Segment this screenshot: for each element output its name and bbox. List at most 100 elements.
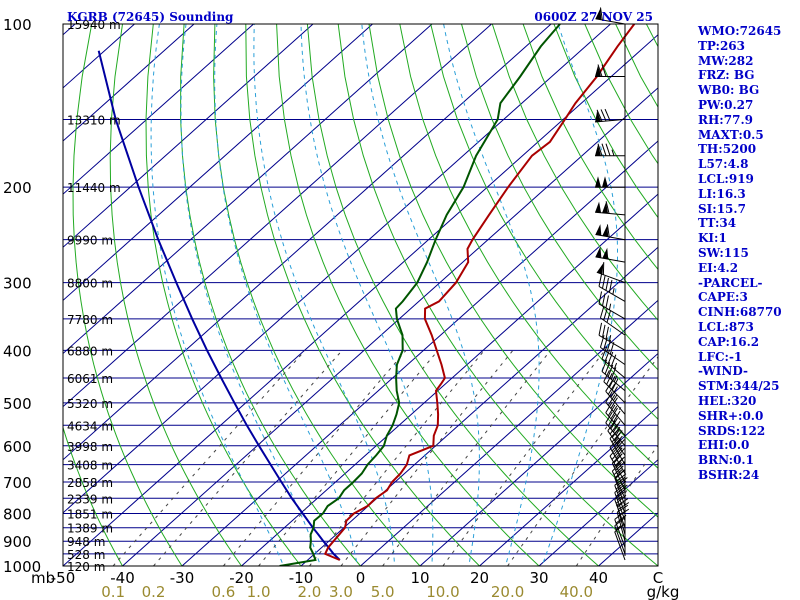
dry-adiabat-line — [368, 24, 658, 518]
mixing-ratio-label: 0.2 — [142, 583, 166, 600]
wind-barb — [595, 143, 625, 157]
index-item: PW:0.27 — [698, 97, 754, 112]
index-item: CAPE:3 — [698, 290, 748, 305]
temperature-trace — [323, 24, 636, 561]
wind-barb — [599, 335, 626, 366]
pressure-unit-label: mb — [31, 569, 55, 587]
index-item: LCL:919 — [698, 171, 754, 186]
isotherm-line — [63, 24, 611, 514]
height-label: 1389 m — [67, 522, 113, 536]
moist-adiabat-line — [300, 24, 434, 566]
index-item: CAP:16.2 — [698, 334, 760, 349]
wind-barb — [616, 504, 630, 542]
isotherm-line — [360, 299, 658, 566]
mixing-ratio-line — [112, 349, 306, 566]
height-label: 3998 m — [67, 440, 113, 454]
index-item: LCL:873 — [698, 319, 754, 334]
wind-barb — [605, 380, 626, 415]
index-item: LI:16.3 — [698, 186, 746, 201]
dry-adiabat-line — [276, 24, 540, 566]
temperature-tick-label: C — [653, 569, 663, 587]
temperature-tick-label: -10 — [289, 569, 314, 587]
mixing-ratio-label: 0.6 — [211, 583, 235, 600]
wind-barb — [595, 176, 625, 188]
wind-barb — [595, 201, 626, 216]
height-label: 13310 m — [67, 113, 121, 127]
wind-barb — [595, 224, 626, 241]
index-item: MAXT:0.5 — [698, 127, 764, 142]
dry-adiabat-line — [337, 24, 658, 566]
mixing-ratio-line — [442, 349, 606, 566]
index-item: FRZ: BG — [698, 68, 755, 83]
grid-layer — [63, 24, 658, 566]
pressure-label: 400 — [3, 342, 32, 360]
index-item: MW:282 — [698, 53, 754, 68]
mixing-ratio-line — [223, 349, 407, 566]
mixing-ratio-line — [340, 349, 514, 566]
mixing-ratio-label: 3.0 — [329, 583, 353, 600]
wind-barb — [611, 454, 626, 491]
index-item: CINH:68770 — [698, 305, 782, 320]
index-item: SHR+:0.0 — [698, 408, 764, 423]
height-label: 948 m — [67, 535, 105, 549]
moist-adiabat-line — [150, 24, 285, 566]
wind-barb — [616, 498, 630, 535]
moist-adiabat-line — [541, 24, 618, 566]
isotherm-line — [63, 24, 433, 355]
isotherm-line — [63, 24, 492, 408]
mixing-ratio-line — [258, 349, 439, 566]
wind-barb — [595, 108, 626, 123]
mixing-ratio-line — [507, 356, 658, 566]
height-label: 120 m — [67, 560, 105, 574]
height-label: 2339 m — [67, 492, 113, 506]
isotherm-line — [63, 34, 658, 566]
mixing-ratio-label: 5.0 — [371, 583, 395, 600]
index-item: TP:263 — [698, 38, 746, 53]
index-item: BSHR:24 — [698, 467, 760, 482]
pressure-label: 1000 — [3, 558, 41, 576]
isotherm-line — [419, 352, 658, 566]
index-item: BRN:0.1 — [698, 453, 754, 468]
mixing-ratio-label: 20.0 — [491, 583, 524, 600]
index-item: SW:115 — [698, 245, 749, 260]
mixing-ratio-line — [309, 349, 485, 566]
wind-barb — [595, 7, 626, 25]
sounding-time: 0600Z 27 NOV 25 — [534, 10, 653, 24]
height-label: 9990 m — [67, 234, 113, 248]
plot-frame — [62, 23, 659, 567]
temperature-tick-label: -40 — [110, 569, 135, 587]
dry-adiabat-line — [72, 24, 183, 566]
height-label: 3408 m — [67, 459, 113, 473]
wind-barb — [605, 411, 626, 447]
station-title: KGRB (72645) Sounding — [67, 10, 234, 24]
index-item: EHI:0.0 — [698, 438, 750, 453]
temperature-tick-label: -30 — [170, 569, 195, 587]
wind-barb — [614, 523, 626, 561]
index-item: -PARCEL- — [698, 275, 763, 290]
wind-barbs — [595, 7, 630, 561]
dry-adiabat-line — [245, 24, 481, 566]
index-item: RH:77.9 — [698, 112, 753, 127]
index-item: STM:344/25 — [698, 379, 780, 394]
height-label: 6880 m — [67, 344, 113, 358]
height-label: 7780 m — [67, 313, 113, 327]
index-item: SRDS:122 — [698, 423, 766, 438]
dry-adiabat-line — [180, 24, 362, 566]
index-item: -WIND- — [698, 364, 748, 379]
mixing-ratio-label: 2.0 — [298, 583, 322, 600]
dry-adiabat-line — [63, 425, 124, 566]
mixing-ratio-line — [153, 349, 343, 566]
dry-adiabat-line — [109, 24, 243, 566]
height-label: 528 m — [67, 548, 105, 562]
stability-indices-panel: WMO:72645 TP:263 MW:282 FRZ: BG WB0: BG PW:0.… — [698, 24, 798, 483]
index-item: WMO:72645 — [698, 24, 782, 38]
height-label: 4634 m — [67, 419, 113, 433]
temperature-tick-label: -50 — [51, 569, 76, 587]
dry-adiabat-line — [145, 24, 302, 566]
wind-barb — [595, 246, 626, 263]
isotherm-line — [538, 459, 658, 566]
moist-adiabat-line — [443, 24, 540, 566]
pressure-label: 700 — [3, 474, 32, 492]
isotherm-line — [63, 24, 254, 195]
